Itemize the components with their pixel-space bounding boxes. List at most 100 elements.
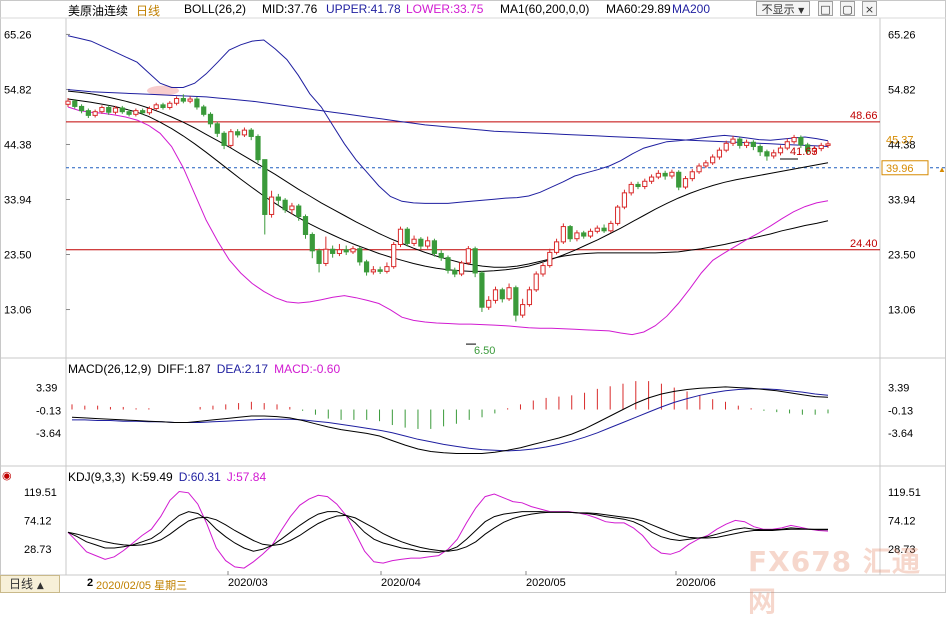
right-price-label: 45.37	[886, 134, 914, 146]
candle-body	[574, 232, 580, 240]
ma60-line	[67, 90, 829, 268]
candle-body	[126, 111, 132, 115]
high-marker	[147, 85, 179, 96]
candle-body	[621, 192, 628, 208]
candle-body	[268, 196, 275, 215]
y-tick-left: 23.50	[4, 250, 32, 262]
y-tick-right: 44.38	[888, 139, 916, 151]
candle-body	[452, 269, 458, 275]
candle-body	[560, 226, 566, 243]
period-selector-label: 日线	[9, 577, 34, 591]
y-tick-right: 23.50	[888, 250, 916, 262]
candle-body	[689, 171, 695, 180]
restore-icon[interactable]: □	[818, 1, 833, 16]
candle-body	[377, 269, 383, 272]
candle-body	[99, 106, 105, 113]
candle-body	[112, 107, 119, 113]
candle-body	[472, 248, 478, 274]
candle-body	[615, 206, 621, 224]
y-tick-right: 13.06	[888, 305, 916, 317]
candle-body	[662, 172, 668, 177]
boll-lower-line	[67, 106, 829, 336]
axis-month-4: 2020/06	[676, 577, 716, 589]
candle-body	[214, 123, 220, 134]
candle-body	[737, 138, 743, 146]
candle-body	[805, 144, 811, 152]
candle-body	[669, 171, 675, 177]
candle-body	[431, 240, 438, 254]
candle-body	[302, 216, 309, 235]
candle-body	[445, 257, 451, 271]
candle-body	[336, 249, 343, 254]
candle-body	[106, 106, 112, 113]
candle-body	[363, 261, 370, 273]
kdj-y-tick-left: 28.73	[24, 544, 52, 556]
candle-body	[85, 110, 91, 116]
kdj-y-tick-right: 119.51	[888, 487, 921, 499]
candle-body	[506, 287, 512, 300]
candle-body	[262, 159, 268, 215]
candle-body	[798, 137, 804, 146]
candle-body	[296, 205, 302, 218]
maximize-icon[interactable]: ▢	[840, 1, 855, 16]
kdj-k: K:59.49	[131, 470, 173, 484]
candle-body	[221, 132, 227, 146]
candle-body	[391, 243, 397, 268]
candle-body	[207, 113, 214, 125]
candle-body	[533, 273, 539, 291]
candle-body	[784, 141, 790, 149]
kdj-icon[interactable]: ◉	[2, 470, 12, 482]
macd-diff-line	[71, 386, 829, 454]
macd-y-tick-right: -0.13	[888, 405, 913, 417]
macd-header: MACD(26,12,9) DIFF:1.87 DEA:2.17 MACD:-0.60	[68, 362, 346, 376]
macd-dea: DEA:2.17	[216, 362, 269, 376]
candle-body	[825, 143, 831, 146]
candle-body	[547, 251, 553, 267]
macd-y-tick-right: -3.64	[888, 428, 913, 440]
candle-body	[255, 135, 261, 161]
last-price-label: 39.96	[886, 163, 914, 175]
candle-body	[194, 98, 200, 108]
candle-body	[676, 171, 682, 188]
candle-body	[594, 227, 600, 232]
macd-y-tick-left: 3.39	[36, 383, 57, 395]
axis-month-1: 2020/03	[228, 577, 268, 589]
candle-body	[275, 196, 281, 201]
period-selector-button[interactable]: 日线 ▲	[0, 575, 60, 593]
candle-body	[180, 98, 186, 102]
candle-body	[458, 262, 465, 275]
ma60-value: MA60:29.89	[606, 2, 671, 16]
candle-body	[187, 98, 193, 102]
candle-body	[777, 147, 784, 154]
candle-body	[757, 145, 763, 153]
close-icon[interactable]: ×	[862, 1, 877, 16]
axis-month-3: 2020/05	[526, 577, 566, 589]
candle-body	[167, 102, 173, 108]
candle-body	[92, 111, 98, 116]
candle-body	[146, 108, 153, 114]
chevron-down-icon: ▼	[798, 6, 805, 15]
kdj-y-tick-left: 74.12	[24, 515, 52, 527]
candle-body	[160, 104, 166, 108]
candle-body	[404, 228, 410, 244]
watermark-logo: FX678 汇通网	[748, 545, 921, 618]
candle-body	[682, 178, 689, 188]
kdj-title: KDJ(9,3,3)	[68, 470, 126, 484]
candle-body	[723, 142, 729, 151]
candle-body	[567, 226, 573, 240]
kdj-y-tick-right: 74.12	[888, 515, 916, 527]
candle-body	[425, 240, 431, 247]
low-annotation: 6.50	[474, 345, 495, 357]
macd-title: MACD(26,12,9)	[68, 362, 152, 376]
macd-y-tick-right: 3.39	[888, 383, 909, 395]
candle-body	[526, 289, 533, 306]
y-tick-left: 44.38	[4, 139, 32, 151]
kdj-d: D:60.31	[178, 470, 221, 484]
candle-body	[703, 162, 709, 167]
chevron-up-icon: ▲	[36, 581, 44, 591]
display-dropdown[interactable]: 不显示 ▼	[756, 1, 810, 16]
candle-body	[201, 106, 207, 115]
boll-upper-line	[67, 35, 829, 204]
candle-body	[370, 269, 376, 273]
candle-body	[78, 105, 85, 112]
